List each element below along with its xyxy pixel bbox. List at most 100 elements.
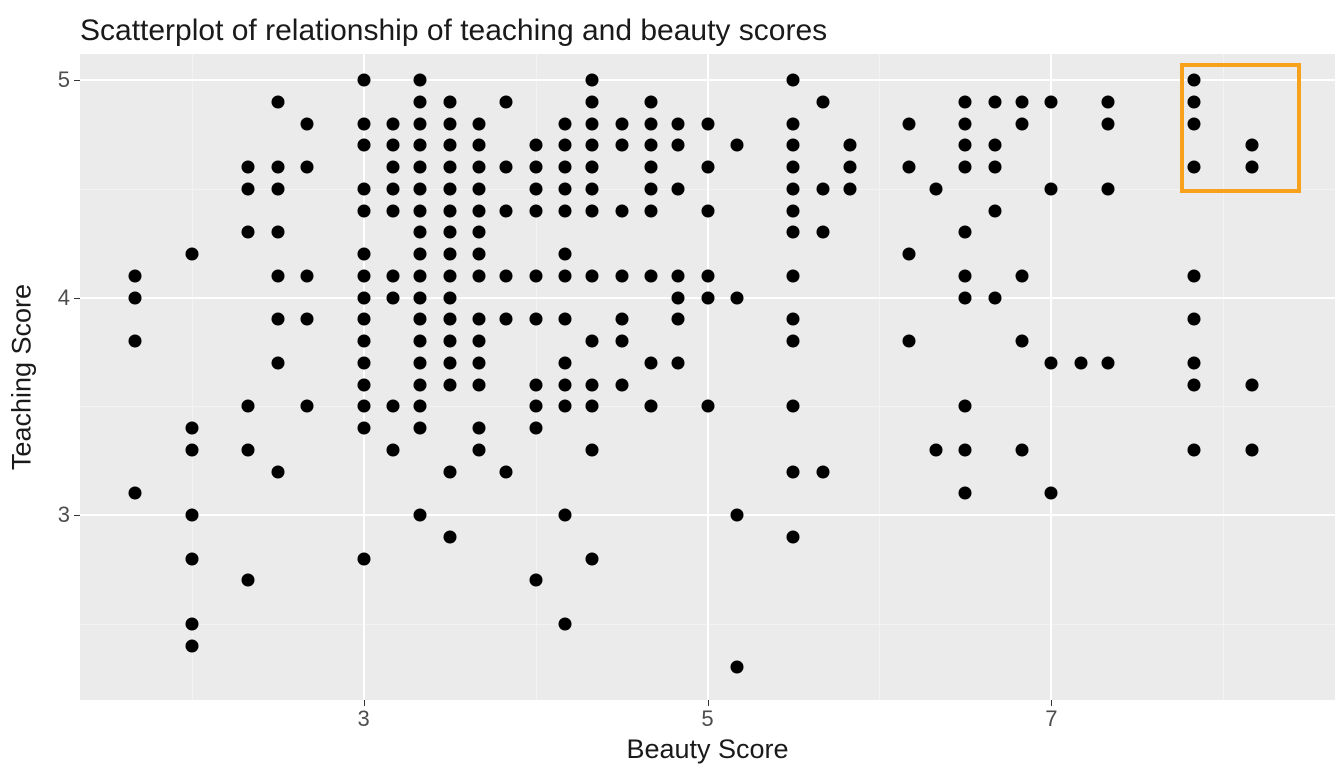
scatter-point	[959, 161, 972, 174]
scatter-point	[787, 465, 800, 478]
scatter-point	[615, 378, 628, 391]
scatter-point	[529, 313, 542, 326]
scatter-point	[1246, 378, 1259, 391]
scatter-point	[357, 291, 370, 304]
scatter-point	[414, 400, 427, 413]
scatter-point	[701, 291, 714, 304]
scatter-point	[1016, 117, 1029, 130]
scatter-point	[701, 400, 714, 413]
scatter-point	[816, 465, 829, 478]
scatter-point	[1188, 356, 1201, 369]
scatter-point	[529, 422, 542, 435]
scatter-point	[586, 443, 599, 456]
scatter-point	[959, 117, 972, 130]
scatter-point	[185, 552, 198, 565]
scatter-point	[1016, 443, 1029, 456]
scatter-point	[185, 617, 198, 630]
scatter-point	[529, 139, 542, 152]
scatter-point	[386, 117, 399, 130]
scatter-point	[586, 161, 599, 174]
scatter-point	[242, 226, 255, 239]
scatter-point	[586, 117, 599, 130]
scatter-point	[1074, 356, 1087, 369]
scatter-point	[472, 161, 485, 174]
scatter-point	[615, 204, 628, 217]
scatter-point	[500, 269, 513, 282]
scatter-point	[902, 117, 915, 130]
scatter-point	[357, 422, 370, 435]
scatter-point	[558, 182, 571, 195]
scatter-point	[443, 204, 456, 217]
scatter-point	[672, 269, 685, 282]
scatter-point	[386, 161, 399, 174]
scatter-point	[357, 356, 370, 369]
scatter-point	[357, 269, 370, 282]
scatter-point	[414, 74, 427, 87]
tick-mark-y	[74, 80, 80, 81]
scatter-point	[472, 139, 485, 152]
y-tick-label: 3	[30, 502, 70, 528]
y-axis-title: Teaching Score	[7, 284, 38, 470]
scatter-point	[672, 139, 685, 152]
scatter-point	[959, 291, 972, 304]
scatter-point	[1016, 95, 1029, 108]
scatter-point	[1045, 95, 1058, 108]
scatter-point	[443, 313, 456, 326]
scatter-point	[988, 291, 1001, 304]
scatter-point	[672, 313, 685, 326]
scatter-point	[357, 378, 370, 391]
scatter-point	[357, 204, 370, 217]
scatter-point	[902, 248, 915, 261]
scatter-point	[386, 204, 399, 217]
scatter-point	[414, 204, 427, 217]
scatter-point	[586, 182, 599, 195]
scatter-point	[1016, 335, 1029, 348]
scatter-point	[129, 269, 142, 282]
scatter-point	[414, 182, 427, 195]
scatter-point	[443, 291, 456, 304]
scatter-point	[443, 226, 456, 239]
scatter-point	[644, 400, 657, 413]
scatter-point	[472, 335, 485, 348]
scatter-point	[472, 356, 485, 369]
scatter-point	[902, 161, 915, 174]
scatter-point	[357, 400, 370, 413]
scatter-point	[443, 465, 456, 478]
scatter-point	[271, 226, 284, 239]
scatter-point	[129, 335, 142, 348]
scatter-point	[644, 117, 657, 130]
scatter-point	[787, 313, 800, 326]
scatter-point	[787, 139, 800, 152]
scatter-point	[586, 378, 599, 391]
scatter-point	[1016, 269, 1029, 282]
grid-major-y	[80, 514, 1335, 516]
scatter-point	[271, 465, 284, 478]
scatter-point	[443, 378, 456, 391]
scatter-point	[701, 161, 714, 174]
scatter-point	[357, 248, 370, 261]
scatter-point	[644, 204, 657, 217]
scatter-point	[844, 182, 857, 195]
scatter-point	[386, 182, 399, 195]
scatter-point	[185, 639, 198, 652]
scatter-point	[472, 117, 485, 130]
scatter-point	[357, 139, 370, 152]
scatter-point	[271, 161, 284, 174]
scatter-point	[672, 356, 685, 369]
scatter-point	[414, 313, 427, 326]
scatter-point	[1188, 378, 1201, 391]
chart-container: { "chart": { "type": "scatter", "title":…	[0, 0, 1344, 768]
scatter-point	[615, 335, 628, 348]
scatter-point	[586, 139, 599, 152]
scatter-point	[730, 291, 743, 304]
scatter-point	[730, 509, 743, 522]
scatter-point	[930, 443, 943, 456]
scatter-point	[586, 204, 599, 217]
scatter-point	[357, 182, 370, 195]
scatter-point	[787, 226, 800, 239]
grid-minor-x	[879, 54, 880, 700]
scatter-point	[644, 139, 657, 152]
scatter-point	[500, 204, 513, 217]
scatter-point	[357, 117, 370, 130]
scatter-point	[1188, 269, 1201, 282]
